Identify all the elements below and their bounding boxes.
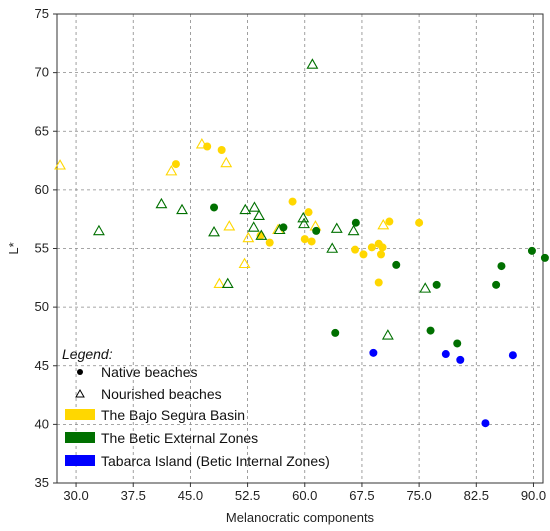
native-beach-point xyxy=(441,350,450,359)
nourished-beach-point xyxy=(253,209,265,220)
native-beach-point xyxy=(508,351,517,360)
native-beach-point xyxy=(359,250,368,259)
legend-title: Legend: xyxy=(62,346,113,362)
x-tick-label: 75.0 xyxy=(406,488,431,503)
y-tick-label: 55 xyxy=(35,241,49,256)
native-beach-point xyxy=(367,243,376,252)
x-tick-label: 90.0 xyxy=(521,488,546,503)
native-beach-point xyxy=(497,262,506,271)
x-tick-label: 37.5 xyxy=(121,488,146,503)
nourished-beach-point xyxy=(176,203,188,215)
legend-color-swatch xyxy=(65,432,95,443)
native-beach-point xyxy=(369,348,378,357)
native-beach-point xyxy=(492,280,501,289)
legend-triangle-marker xyxy=(75,388,85,398)
native-beach-point xyxy=(385,217,394,226)
grid-lines xyxy=(57,13,543,484)
axis-ticks: 30.0 37.5 45.0 52.5 60.0 67.5 75.0 82.5 90.0 35 40… xyxy=(35,6,547,503)
nourished-beach-point xyxy=(221,277,234,288)
native-beach-point xyxy=(456,355,465,364)
legend-color-swatch xyxy=(65,409,95,420)
y-tick-label: 60 xyxy=(35,182,49,197)
native-beach-point xyxy=(378,243,387,252)
nourished-beach-point xyxy=(419,282,432,293)
nourished-beach-point xyxy=(330,222,343,233)
native-beach-point xyxy=(331,328,340,337)
y-tick-label: 50 xyxy=(35,299,49,314)
x-tick-label: 30.0 xyxy=(63,488,88,503)
nourished-beach-point xyxy=(242,231,255,243)
legend-label: Nourished beaches xyxy=(101,386,222,402)
native-beach-point xyxy=(300,235,309,244)
nourished-beach-point xyxy=(326,242,339,253)
y-tick-label: 35 xyxy=(35,475,49,490)
y-tick-label: 40 xyxy=(35,416,49,431)
nourished-beach-point xyxy=(238,257,251,269)
nourished-beach-point xyxy=(297,211,310,223)
nourished-beach-point xyxy=(223,220,236,231)
nourished-beach-point xyxy=(248,201,261,212)
legend-circle-marker xyxy=(77,369,83,375)
native-beach-point xyxy=(312,226,321,235)
native-beach-point xyxy=(527,246,536,255)
nourished-beach-point xyxy=(220,156,233,168)
nourished-beach-point xyxy=(377,218,390,230)
x-tick-label: 60.0 xyxy=(292,488,317,503)
legend-label: Tabarca Island (Betic Internal Zones) xyxy=(101,453,330,469)
nourished-beach-point xyxy=(208,225,220,237)
x-tick-label: 45.0 xyxy=(178,488,203,503)
native-beach-point xyxy=(392,260,401,269)
nourished-beach-point xyxy=(195,138,208,149)
native-beach-point xyxy=(415,218,424,227)
legend-label: The Bajo Segura Basin xyxy=(101,407,245,423)
nourished-beach-point xyxy=(306,58,319,69)
nourished-beach-point xyxy=(54,159,66,170)
nourished-beach-point xyxy=(165,165,178,176)
legend: Legend: Native beaches Nourished beaches Th… xyxy=(62,346,330,469)
legend-color-swatch xyxy=(65,455,95,466)
nourished-beach-point xyxy=(273,223,286,235)
y-tick-label: 70 xyxy=(35,65,49,80)
nourished-beach-point xyxy=(92,224,105,236)
native-beach-point xyxy=(540,253,549,262)
native-beach-point xyxy=(426,326,435,335)
native-beach-point xyxy=(288,197,297,206)
native-beach-point xyxy=(210,203,219,212)
nourished-beach-point xyxy=(347,224,360,236)
x-tick-label: 82.5 xyxy=(464,488,489,503)
x-axis-label: Melanocratic components xyxy=(226,510,375,525)
legend-label: The Betic External Zones xyxy=(101,430,258,446)
native-beach-point xyxy=(265,238,274,247)
y-tick-label: 65 xyxy=(35,123,49,138)
nourished-beach-point xyxy=(298,217,310,229)
nourished-beach-point xyxy=(155,197,168,209)
native-beach-point xyxy=(432,280,441,289)
y-axis-label: L* xyxy=(6,242,21,254)
native-beach-point xyxy=(351,218,360,227)
native-beach-point xyxy=(377,250,385,259)
y-tick-label: 75 xyxy=(35,6,49,21)
native-beach-point xyxy=(453,339,462,348)
legend-label: Native beaches xyxy=(101,364,198,380)
nourished-beach-point xyxy=(381,329,394,340)
native-beach-point xyxy=(279,223,288,232)
y-tick-label: 45 xyxy=(35,358,49,373)
native-beach-point xyxy=(217,146,226,155)
native-beach-point xyxy=(307,237,316,246)
data-points xyxy=(54,58,549,428)
x-tick-label: 52.5 xyxy=(235,488,260,503)
nourished-beach-point xyxy=(213,277,226,288)
nourished-beach-point xyxy=(247,221,260,232)
x-tick-label: 67.5 xyxy=(349,488,374,503)
native-beach-point xyxy=(374,278,383,287)
native-beach-point xyxy=(481,419,490,428)
native-beach-point xyxy=(304,208,313,217)
native-beach-point xyxy=(171,160,180,169)
native-beach-point xyxy=(351,245,360,254)
nourished-beach-point xyxy=(255,229,268,240)
nourished-beach-point xyxy=(239,203,252,215)
